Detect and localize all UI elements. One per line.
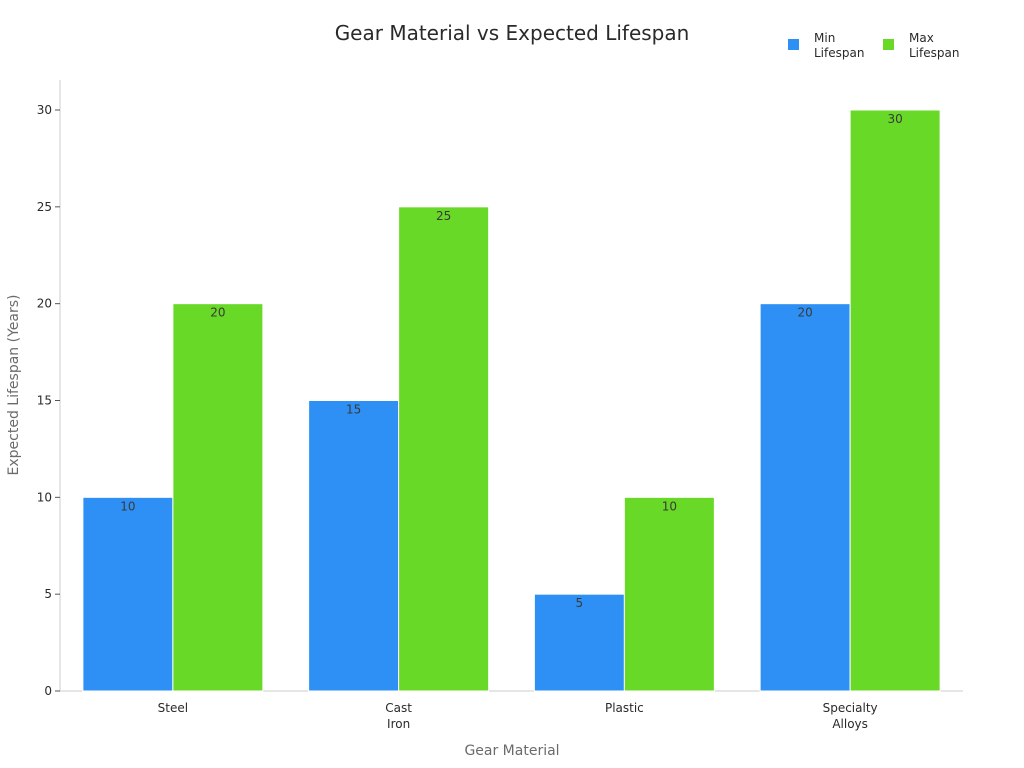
y-tick-label: 5 bbox=[44, 587, 52, 601]
data-label: 20 bbox=[210, 306, 225, 320]
y-tick-label: 20 bbox=[37, 297, 52, 311]
legend-label: Max Lifespan bbox=[909, 31, 959, 60]
bar bbox=[759, 303, 851, 692]
data-label: 20 bbox=[797, 306, 812, 320]
data-label: 25 bbox=[436, 209, 451, 223]
bar bbox=[849, 109, 941, 692]
legend-swatch bbox=[883, 39, 894, 50]
data-label: 30 bbox=[887, 112, 902, 126]
bar bbox=[398, 206, 490, 692]
y-tick-label: 15 bbox=[37, 394, 52, 408]
y-tick-label: 30 bbox=[37, 103, 52, 117]
chart-title: Gear Material vs Expected Lifespan bbox=[335, 21, 690, 45]
bar bbox=[623, 496, 715, 692]
y-axis-title: Expected Lifespan (Years) bbox=[6, 295, 22, 476]
data-label: 5 bbox=[576, 596, 584, 610]
legend-swatch bbox=[788, 39, 799, 50]
plot-area: 0 5 10 15 20 25 30 10 20 Steel 15 25 Cast Iron 5 10 Plas… bbox=[37, 80, 963, 731]
y-tick-label: 0 bbox=[44, 684, 52, 698]
data-label: 10 bbox=[120, 499, 135, 513]
y-tick-label: 25 bbox=[37, 200, 52, 214]
legend-label: Min Lifespan bbox=[814, 31, 864, 60]
x-tick-label: Specialty Alloys bbox=[823, 701, 878, 731]
x-tick-label: Plastic bbox=[605, 701, 644, 715]
x-tick-label: Steel bbox=[158, 701, 188, 715]
bar bbox=[308, 400, 400, 692]
data-label: 10 bbox=[662, 499, 677, 513]
y-tick-label: 10 bbox=[37, 490, 52, 504]
legend: Min Lifespan Max Lifespan bbox=[788, 31, 959, 60]
data-label: 15 bbox=[346, 403, 361, 417]
x-tick-label: Cast Iron bbox=[385, 701, 412, 731]
x-axis-title: Gear Material bbox=[464, 743, 559, 759]
bar bbox=[172, 303, 264, 692]
bar bbox=[82, 496, 174, 692]
